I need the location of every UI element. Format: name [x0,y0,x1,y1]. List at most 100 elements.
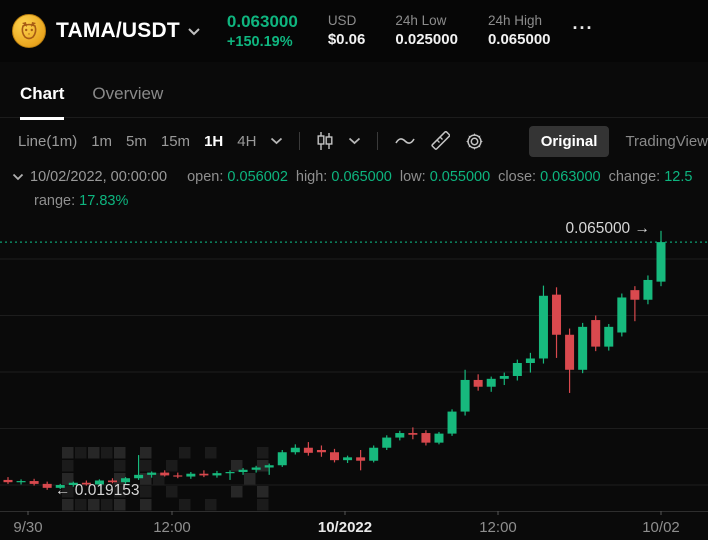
drawing-ruler-icon[interactable] [430,131,451,151]
candle-style-icon[interactable] [316,131,334,151]
candle-body [525,358,535,363]
candle-body [604,326,614,347]
candle-body [264,465,274,468]
toolbar-divider [299,132,301,150]
x-axis-label: 12:00 [153,519,191,536]
ohlc-field-change: change: 12.5 [608,169,693,185]
stat-label: 24h Low [395,13,447,29]
low-price-annotation: ← 0.019153 [55,482,139,499]
stat-value: $0.06 [327,31,366,49]
candle-body [212,473,222,476]
candle-body [68,482,78,486]
candle-body [395,433,405,438]
original-chart-button[interactable]: Original [528,125,610,157]
candle-body [591,320,601,347]
price-gridlines [0,258,708,486]
chart-area: 0.065000 → ← 0.019153 9/30 12:00 10/2022 12:0… [0,215,708,540]
timeframe-15m[interactable]: 15m [160,132,191,150]
candle-body [434,433,444,443]
timeframe-group: Line(1m) 1m 5m 15m 1H 4H [18,133,256,150]
candle-body [81,482,91,485]
okx-watermark [62,447,269,511]
coin-icon [12,14,46,48]
candle-body [565,334,575,370]
timeframe-1m[interactable]: 1m [91,132,113,150]
timeframe-1h[interactable]: 1H [204,132,224,150]
candle-body [473,379,483,387]
range-row: range: 17.83% [12,189,708,213]
stat-value: 0.025000 [395,31,458,49]
candle-body [107,480,117,483]
header-stat-24h-high: 24h High 0.065000 [488,12,551,49]
x-axis-label: 10/02 [642,519,680,536]
tab-chart[interactable]: Chart [20,84,64,117]
candle-body [343,457,353,461]
header-stat-usd: USD $0.06 [328,12,366,49]
candlestick-chart[interactable]: 0.065000 → ← 0.019153 9/30 12:00 10/2022 12:0… [0,215,708,540]
toolbar-divider [377,132,379,150]
candle-body [382,437,392,448]
range-label: range: [34,193,76,209]
candle-body [186,473,196,477]
tradingview-chart-button[interactable]: TradingView [625,132,708,150]
candle-body [421,433,431,443]
ohlc-fields: open: 0.056002 high: 0.065000 low: 0.05500… [179,165,692,189]
ohlc-info-bar: 10/02/2022, 00:00:00 open: 0.056002 high:… [0,165,708,215]
stat-label: USD [327,13,357,29]
candle-body [173,475,183,477]
candle-body [316,449,326,453]
ohlc-field-high: high: 0.065000 [295,169,392,185]
candle-body [356,457,366,461]
change-percent: +150.19% [226,33,293,50]
candle-body [3,479,13,483]
pair-title: TAMA/USDT [56,19,180,42]
tab-overview[interactable]: Overview [92,84,164,103]
candle-style-chevron-down-icon[interactable] [348,137,361,145]
candle-body [512,363,522,376]
candle-body [199,473,209,476]
price-block: 0.063000 +150.19% [227,11,298,50]
candle-body [94,480,104,485]
x-axis-label: 12:00 [479,519,517,536]
ohlc-field-low: low: 0.055000 [399,169,491,185]
candle-body [408,433,418,435]
candle-body [630,290,640,300]
settings-gear-icon[interactable] [464,131,485,152]
candle-body [134,474,144,479]
ohlc-field-close: close: 0.063000 [498,169,601,185]
candle-timestamp: 10/02/2022, 00:00:00 [30,169,168,185]
candle-body [447,411,457,434]
candle-body [29,481,39,484]
candle-body [160,472,170,476]
header-stats: USD $0.06 24h Low 0.025000 24h High 0.065000 [298,12,551,49]
candle-body [303,447,313,453]
candle-body [538,295,548,359]
x-axis-label: 9/30 [13,519,42,536]
timeframe-chevron-down-icon[interactable] [270,137,283,145]
candle-body [617,297,627,333]
candle-body [290,447,300,453]
timeframe-5m[interactable]: 5m [126,132,147,150]
indicator-wave-icon[interactable] [394,134,416,148]
candle-body [369,447,379,461]
candle-body [238,469,248,473]
candle-body [42,483,52,488]
candle-body [499,375,509,379]
header-stat-24h-low: 24h Low 0.025000 [395,12,458,49]
x-axis-label: 10/2022 [318,519,372,536]
collapse-chevron-down-icon[interactable] [12,173,24,181]
timeframe-line1m[interactable]: Line(1m) [18,132,78,150]
stat-label: 24h High [487,13,542,29]
dog-face-icon [21,22,37,40]
tab-bar: Chart Overview [0,62,708,118]
candle-body [55,485,65,488]
candle-body [330,452,339,461]
pair-chevron-down-icon[interactable] [187,27,201,36]
candle-body [578,326,588,370]
more-icon[interactable]: ... [572,12,594,33]
candle-body [225,472,235,474]
timeframe-4h[interactable]: 4H [237,132,257,150]
stat-value: 0.065000 [487,31,551,49]
x-axis: 9/30 12:00 10/2022 12:00 10/02 [0,511,708,536]
